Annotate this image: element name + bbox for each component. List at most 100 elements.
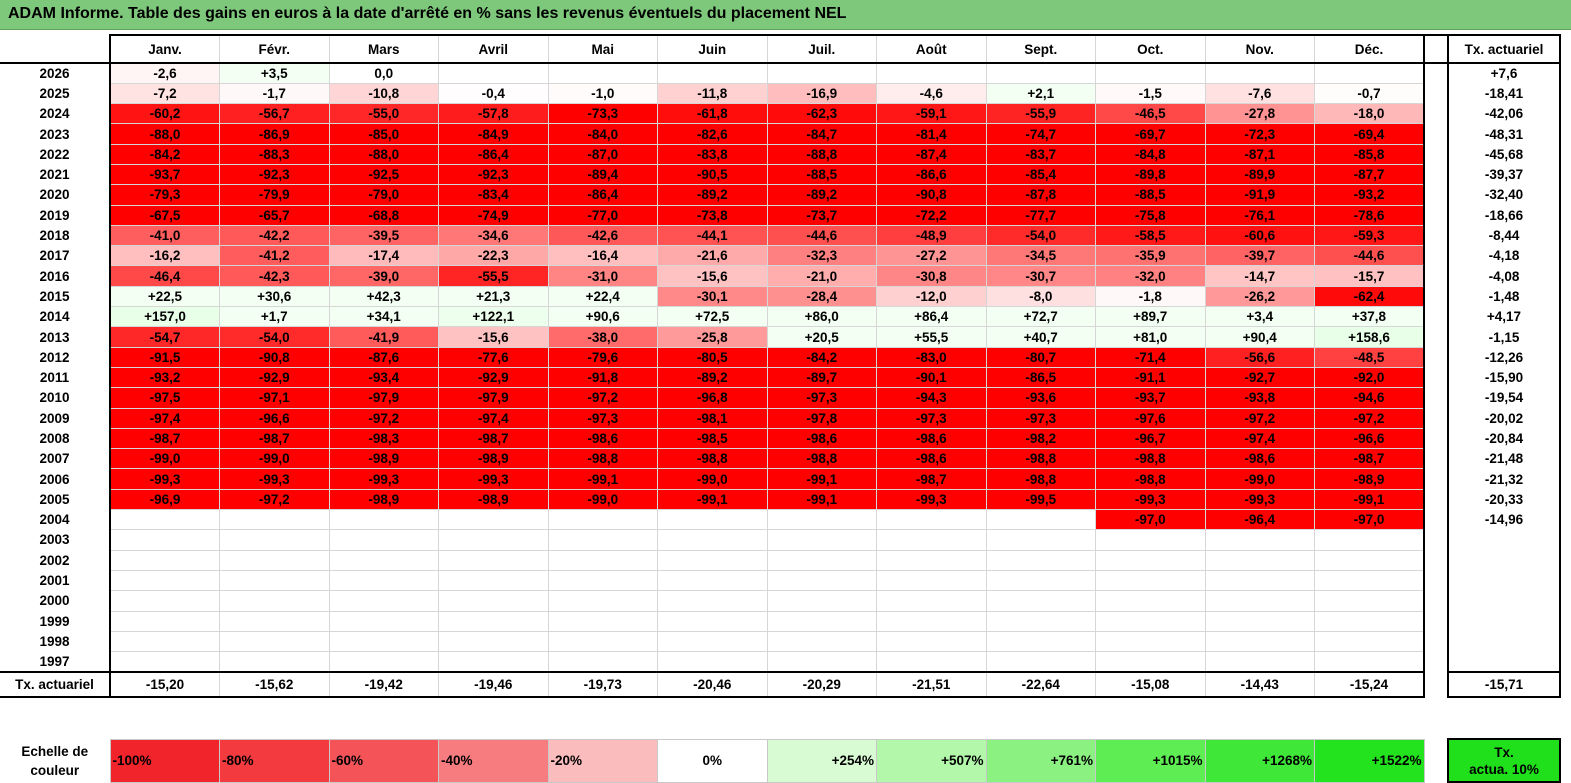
value-cell [219, 529, 330, 551]
value-cell: -8,0 [985, 285, 1096, 308]
value-cell: -98,8 [766, 448, 877, 470]
summary-value: -15,62 [219, 670, 330, 698]
value-cell: -39,7 [1204, 245, 1315, 267]
rate-cell [1447, 631, 1561, 652]
column-gap [1424, 225, 1448, 246]
value-cell: -32,0 [1095, 265, 1206, 287]
year-label: 1998 [0, 631, 111, 652]
value-cell [547, 590, 658, 612]
column-gap [1424, 387, 1448, 409]
value-cell [985, 529, 1096, 551]
rate-cell: -1,15 [1447, 326, 1561, 348]
value-cell: -0,4 [438, 82, 549, 105]
value-cell: -57,8 [438, 103, 549, 125]
color-scale-swatch: +1268% [1204, 738, 1315, 783]
value-cell: -26,2 [1204, 285, 1315, 308]
value-cell: -97,9 [438, 387, 549, 409]
value-cell: -72,3 [1204, 123, 1315, 145]
value-cell: +89,7 [1095, 306, 1206, 328]
value-cell: -90,8 [876, 184, 987, 206]
summary-value: -22,64 [985, 670, 1096, 698]
value-cell [547, 549, 658, 571]
value-cell: -18,0 [1314, 103, 1425, 125]
value-cell [766, 509, 877, 531]
value-cell: -12,0 [876, 285, 987, 308]
value-cell: -17,4 [328, 245, 439, 267]
value-cell: -99,0 [657, 468, 768, 490]
value-cell [1314, 529, 1425, 551]
value-cell [1204, 651, 1315, 673]
value-cell: -67,5 [109, 204, 220, 226]
rate-cell: -19,54 [1447, 387, 1561, 409]
value-cell: +21,3 [438, 285, 549, 308]
month-header-11: Nov. [1204, 34, 1315, 64]
value-cell: +20,5 [766, 326, 877, 348]
column-gap [1424, 631, 1448, 652]
value-cell [109, 529, 220, 551]
value-cell [438, 529, 549, 551]
value-cell [876, 630, 987, 653]
value-cell: -98,6 [547, 427, 658, 450]
value-cell: -96,6 [1314, 427, 1425, 450]
value-cell [657, 549, 768, 571]
value-cell: +81,0 [1095, 326, 1206, 348]
rate-cell: -39,37 [1447, 164, 1561, 185]
value-cell: -98,6 [876, 448, 987, 470]
value-cell: -88,8 [766, 143, 877, 165]
value-cell: -35,9 [1095, 245, 1206, 267]
value-cell: -99,0 [547, 488, 658, 511]
value-cell: -56,7 [219, 103, 330, 125]
table-row: 2000 [0, 590, 1561, 612]
value-cell: -84,2 [109, 143, 220, 165]
value-cell: -97,8 [766, 407, 877, 429]
value-cell [1204, 549, 1315, 571]
year-label: 2002 [0, 550, 111, 571]
value-cell: +90,6 [547, 306, 658, 328]
value-cell [657, 590, 768, 612]
value-cell: -96,8 [657, 387, 768, 409]
column-gap [1424, 245, 1448, 266]
actuarial-legend-line2: actua. 10% [1469, 761, 1539, 777]
value-cell: -15,6 [657, 265, 768, 287]
value-cell: -73,8 [657, 204, 768, 226]
rate-cell: -4,08 [1447, 265, 1561, 287]
column-gap [1424, 468, 1448, 490]
rate-cell [1447, 570, 1561, 591]
rate-cell: -21,48 [1447, 448, 1561, 469]
value-cell: -93,2 [109, 366, 220, 389]
table-row: 2005 -96,9 -97,2 -98,9 -98,9 -99,0 -99,1 -99,1-… [0, 488, 1561, 511]
value-cell: -60,2 [109, 103, 220, 125]
value-cell: -42,2 [219, 224, 330, 247]
value-cell: -86,6 [876, 163, 987, 186]
value-cell: -91,5 [109, 346, 220, 368]
rate-cell: -8,44 [1447, 225, 1561, 246]
value-cell: -97,0 [1314, 509, 1425, 531]
value-cell: -93,2 [1314, 184, 1425, 206]
column-gap [1424, 529, 1448, 551]
value-cell: -98,9 [438, 448, 549, 470]
column-gap [1424, 144, 1448, 165]
year-label: 2013 [0, 326, 111, 348]
rate-cell: -20,33 [1447, 489, 1561, 510]
value-cell: -98,8 [657, 448, 768, 470]
table-row: 2026 -2,6 +3,5 0,0 +7,6 [0, 62, 1561, 84]
value-cell: -98,7 [438, 427, 549, 450]
value-cell: -87,7 [1314, 163, 1425, 186]
value-cell: -69,4 [1314, 123, 1425, 145]
value-cell [1314, 549, 1425, 571]
value-cell: -90,1 [876, 366, 987, 389]
value-cell: -16,4 [547, 245, 658, 267]
value-cell: -88,5 [766, 163, 877, 186]
value-cell: +55,5 [876, 326, 987, 348]
value-cell: -93,4 [328, 366, 439, 389]
value-cell: -99,5 [985, 488, 1096, 511]
value-cell: -97,9 [328, 387, 439, 409]
value-cell: -92,9 [219, 366, 330, 389]
column-gap [1424, 671, 1448, 697]
rate-header: Tx. actuariel [1447, 34, 1561, 64]
year-label: 2015 [0, 286, 111, 307]
value-cell [219, 630, 330, 653]
value-cell [876, 549, 987, 571]
value-cell [438, 651, 549, 673]
table-row: 2025 -7,2 -1,7 -10,8 -0,4 -1,0 -11,8 -16,9 -4,6 +… [0, 82, 1561, 105]
